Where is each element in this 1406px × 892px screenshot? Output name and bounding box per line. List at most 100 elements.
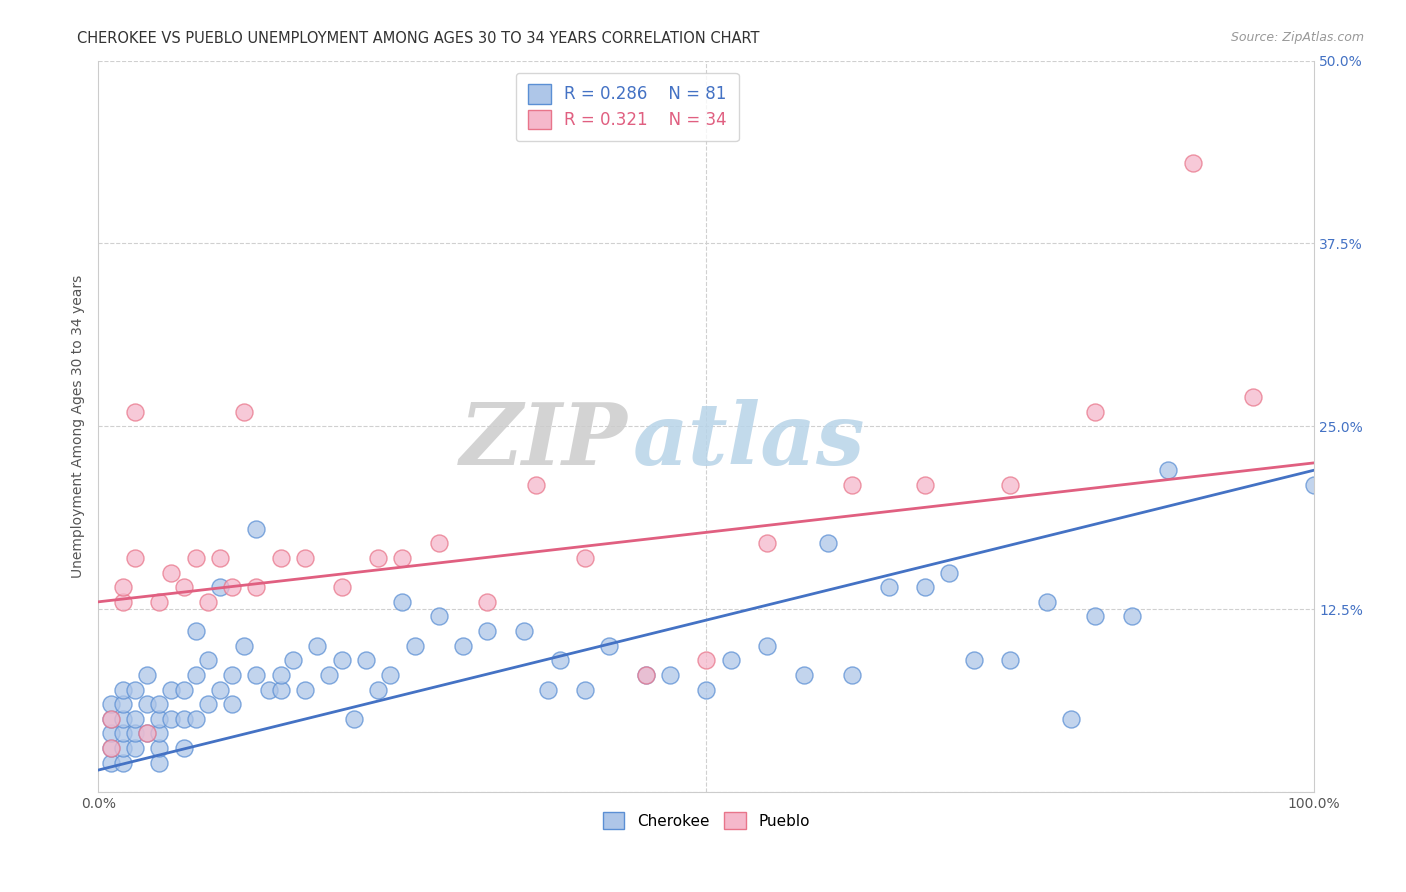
Point <box>270 668 292 682</box>
Point <box>233 405 256 419</box>
Point <box>148 756 170 770</box>
Point <box>1181 156 1204 170</box>
Point <box>330 580 353 594</box>
Point <box>914 580 936 594</box>
Point <box>938 566 960 580</box>
Point <box>391 550 413 565</box>
Point <box>184 668 207 682</box>
Point <box>756 639 779 653</box>
Point <box>100 712 122 726</box>
Point <box>877 580 900 594</box>
Point <box>100 726 122 740</box>
Point <box>1303 478 1326 492</box>
Point <box>173 741 195 756</box>
Point <box>100 741 122 756</box>
Point <box>221 668 243 682</box>
Point <box>817 536 839 550</box>
Point <box>124 741 146 756</box>
Point <box>136 726 159 740</box>
Point <box>477 624 499 638</box>
Point <box>598 639 620 653</box>
Point <box>124 726 146 740</box>
Point <box>1000 478 1022 492</box>
Point <box>367 682 389 697</box>
Point <box>294 550 316 565</box>
Point <box>208 550 231 565</box>
Point <box>111 756 134 770</box>
Point <box>160 712 183 726</box>
Text: atlas: atlas <box>633 400 866 483</box>
Point <box>841 668 863 682</box>
Point <box>634 668 657 682</box>
Point <box>111 595 134 609</box>
Point <box>307 639 329 653</box>
Point <box>1035 595 1057 609</box>
Point <box>391 595 413 609</box>
Point <box>1084 609 1107 624</box>
Text: Source: ZipAtlas.com: Source: ZipAtlas.com <box>1230 31 1364 45</box>
Point <box>537 682 560 697</box>
Point <box>427 609 450 624</box>
Point <box>695 653 717 667</box>
Y-axis label: Unemployment Among Ages 30 to 34 years: Unemployment Among Ages 30 to 34 years <box>72 275 86 578</box>
Point <box>245 668 267 682</box>
Point <box>148 726 170 740</box>
Point <box>427 536 450 550</box>
Point <box>451 639 474 653</box>
Text: ZIP: ZIP <box>460 400 627 483</box>
Point <box>841 478 863 492</box>
Point <box>354 653 377 667</box>
Point <box>574 682 596 697</box>
Point <box>100 756 122 770</box>
Point <box>160 682 183 697</box>
Point <box>756 536 779 550</box>
Text: CHEROKEE VS PUEBLO UNEMPLOYMENT AMONG AGES 30 TO 34 YEARS CORRELATION CHART: CHEROKEE VS PUEBLO UNEMPLOYMENT AMONG AG… <box>77 31 759 46</box>
Point <box>245 522 267 536</box>
Point <box>221 697 243 711</box>
Point <box>160 566 183 580</box>
Point <box>1241 390 1264 404</box>
Point <box>1000 653 1022 667</box>
Point <box>100 741 122 756</box>
Point <box>197 697 219 711</box>
Point <box>136 668 159 682</box>
Point <box>294 682 316 697</box>
Point <box>1060 712 1083 726</box>
Point <box>550 653 572 667</box>
Point <box>111 726 134 740</box>
Point <box>270 550 292 565</box>
Point <box>124 712 146 726</box>
Point <box>574 550 596 565</box>
Point <box>173 712 195 726</box>
Point <box>404 639 426 653</box>
Point <box>330 653 353 667</box>
Point <box>1121 609 1143 624</box>
Point <box>524 478 547 492</box>
Point <box>111 697 134 711</box>
Point <box>343 712 366 726</box>
Legend: Cherokee, Pueblo: Cherokee, Pueblo <box>598 805 815 836</box>
Point <box>124 682 146 697</box>
Point <box>148 595 170 609</box>
Point <box>634 668 657 682</box>
Point <box>184 624 207 638</box>
Point <box>148 712 170 726</box>
Point <box>257 682 280 697</box>
Point <box>111 580 134 594</box>
Point <box>1157 463 1180 477</box>
Point <box>720 653 742 667</box>
Point <box>695 682 717 697</box>
Point <box>367 550 389 565</box>
Point <box>124 405 146 419</box>
Point <box>148 741 170 756</box>
Point <box>914 478 936 492</box>
Point <box>100 712 122 726</box>
Point <box>136 697 159 711</box>
Point <box>173 682 195 697</box>
Point <box>184 550 207 565</box>
Point <box>184 712 207 726</box>
Point <box>1084 405 1107 419</box>
Point <box>148 697 170 711</box>
Point <box>477 595 499 609</box>
Point <box>380 668 402 682</box>
